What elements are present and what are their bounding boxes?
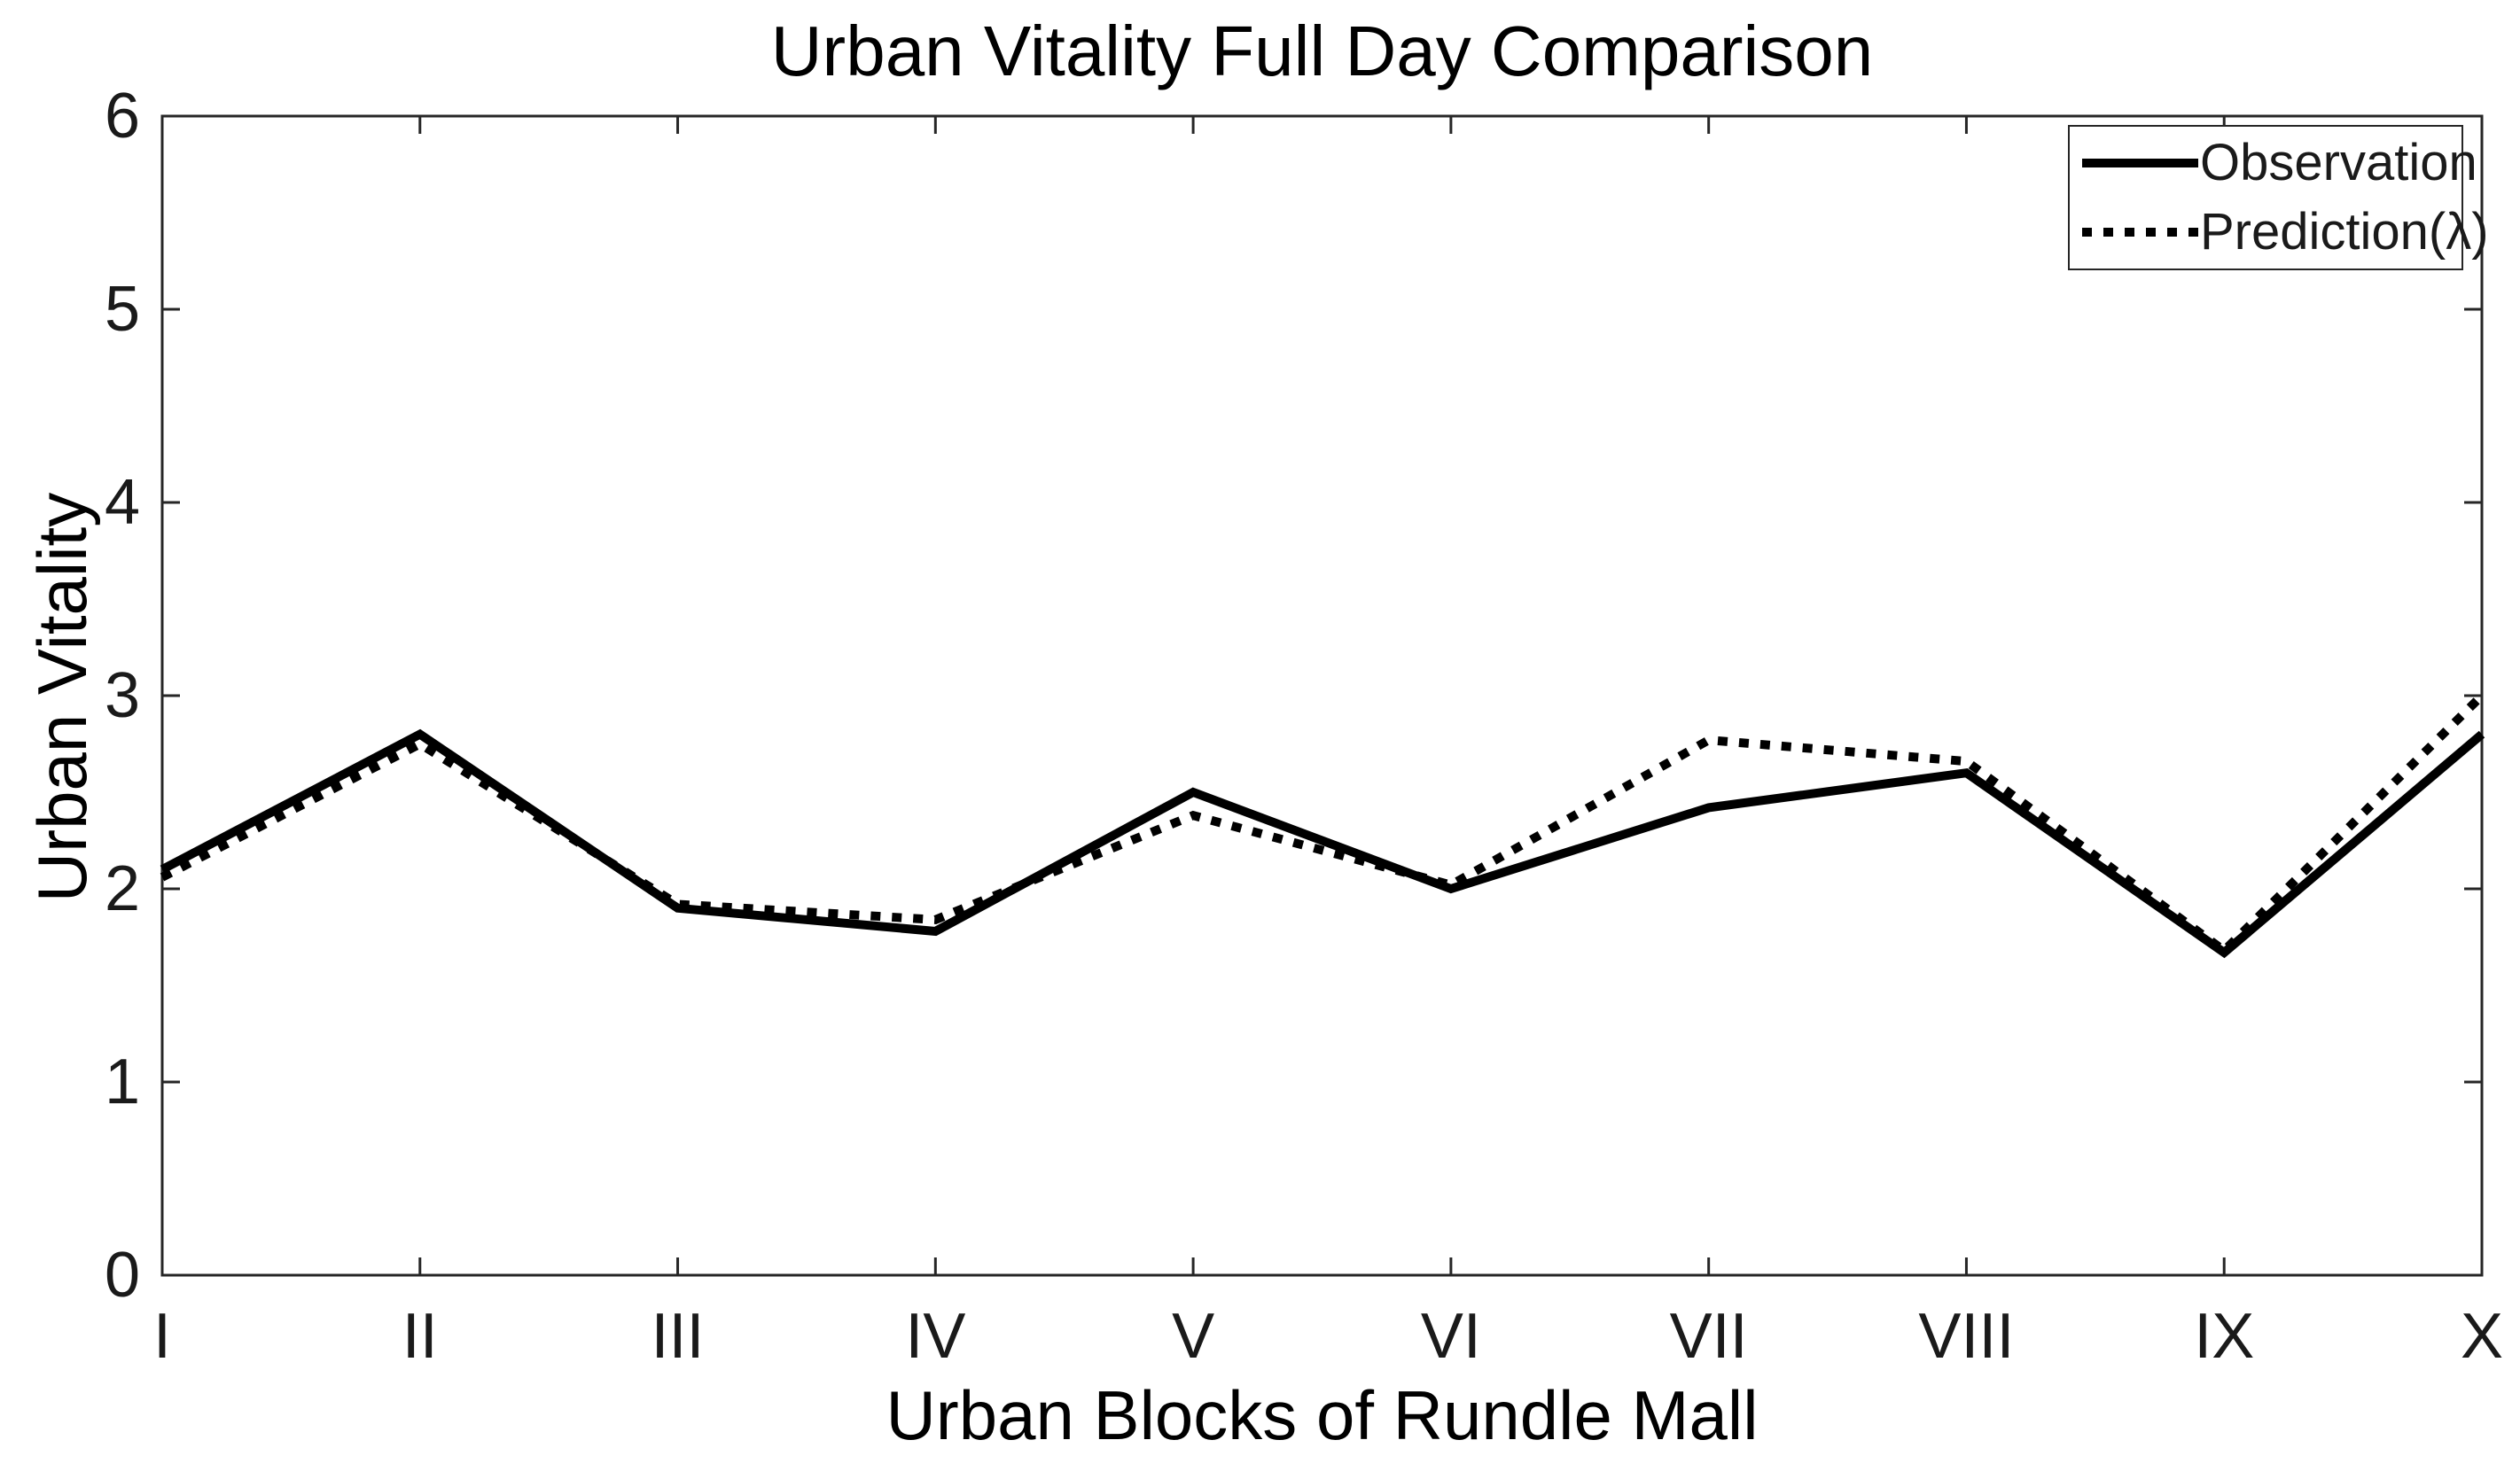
x-tick-label: III xyxy=(651,1301,705,1372)
x-tick-label: X xyxy=(2460,1301,2504,1372)
legend: Observation Prediction(λ) xyxy=(2068,125,2489,270)
y-tick-label: 4 xyxy=(104,467,140,538)
prediction-line xyxy=(160,692,2485,957)
x-tick-label: VII xyxy=(1669,1301,1748,1372)
y-tick-label: 3 xyxy=(104,660,140,731)
x-tick-label: VI xyxy=(1420,1301,1481,1372)
legend-item-prediction: Prediction(λ) xyxy=(2070,200,2489,264)
x-axis-label: Urban Blocks of Rundle Mall xyxy=(886,1376,1759,1454)
tick-marks xyxy=(160,114,2484,1277)
x-tick-label: I xyxy=(152,1301,171,1372)
prediction-line-sample xyxy=(2082,227,2198,237)
legend-label-prediction: Prediction(λ) xyxy=(2200,202,2489,261)
plot-box xyxy=(160,114,2484,1277)
y-tick-label: 6 xyxy=(104,81,140,152)
x-tick-label: V xyxy=(1172,1301,1215,1372)
observation-line-sample xyxy=(2082,159,2198,168)
x-tick-label: IV xyxy=(905,1301,966,1372)
chart-title: Urban Vitality Full Day Comparison xyxy=(770,12,1874,90)
x-tick-label: II xyxy=(402,1301,438,1372)
y-tick-label: 1 xyxy=(104,1047,140,1117)
y-tick-label: 5 xyxy=(104,274,140,345)
x-tick-label: VIII xyxy=(1918,1301,2015,1372)
observation-line xyxy=(160,728,2485,959)
y-tick-label: 2 xyxy=(104,853,140,924)
y-tick-label: 0 xyxy=(104,1240,140,1311)
legend-item-observation: Observation xyxy=(2070,131,2477,195)
legend-label-observation: Observation xyxy=(2200,134,2477,192)
x-tick-label: IX xyxy=(2194,1301,2255,1372)
